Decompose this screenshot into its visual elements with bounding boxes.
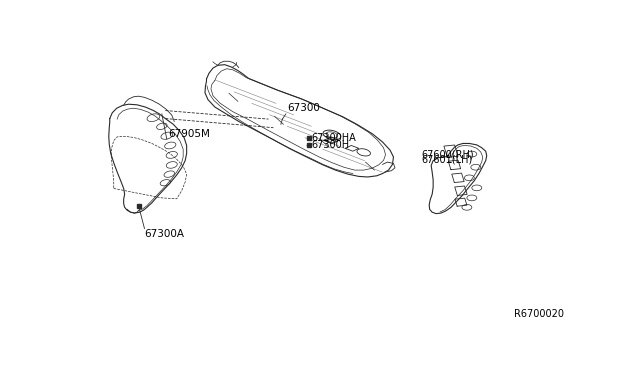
Text: 67300: 67300	[287, 103, 320, 113]
Text: 67601(LH): 67601(LH)	[421, 155, 472, 165]
Text: 67300A: 67300A	[145, 230, 184, 240]
Text: 67300HA: 67300HA	[311, 133, 356, 143]
Text: 67600(RH): 67600(RH)	[421, 149, 474, 159]
Text: 67300H: 67300H	[311, 140, 349, 150]
Text: R6700020: R6700020	[513, 309, 564, 319]
Text: 67905M: 67905M	[168, 129, 210, 139]
